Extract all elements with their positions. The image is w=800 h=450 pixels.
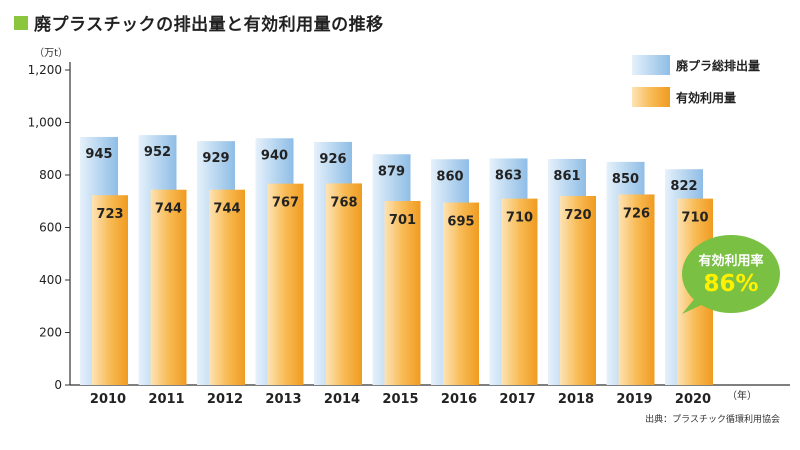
chart-title: 廃プラスチックの排出量と有効利用量の推移 [34, 15, 384, 35]
x-tick-label-2012: 2012 [207, 392, 243, 407]
x-tick-label-2020: 2020 [675, 392, 711, 407]
y-tick-label: 0 [54, 378, 62, 392]
bar-used-2018 [560, 196, 596, 385]
x-tick-label-2019: 2019 [616, 392, 652, 407]
label-total-2016: 860 [436, 169, 463, 184]
x-tick-label-2016: 2016 [441, 392, 477, 407]
label-used-2017: 710 [506, 211, 533, 226]
y-tick-label: 600 [39, 221, 62, 235]
label-used-2016: 695 [447, 215, 474, 230]
x-tick-label-2010: 2010 [90, 392, 126, 407]
label-total-2019: 850 [612, 172, 639, 187]
label-total-2018: 861 [553, 169, 580, 184]
legend-swatch-1 [632, 87, 670, 107]
bubble-circle-shape [682, 235, 780, 313]
y-tick-label: 1,000 [28, 116, 62, 130]
bar-used-2014 [326, 183, 362, 385]
y-tick-label: 1,200 [28, 63, 62, 77]
label-used-2020: 710 [681, 211, 708, 226]
bar-used-2016 [443, 202, 479, 385]
legend-label-0: 廃プラ総排出量 [676, 58, 760, 73]
y-tick-label: 800 [39, 168, 62, 182]
y-tick-label: 200 [39, 326, 62, 340]
bar-used-2017 [501, 198, 538, 385]
label-used-2015: 701 [389, 213, 416, 228]
label-total-2020: 822 [670, 179, 697, 194]
label-total-2011: 952 [144, 145, 171, 160]
label-used-2018: 720 [564, 208, 591, 223]
y-axis-unit: （万t） [34, 47, 68, 59]
label-total-2015: 879 [378, 164, 405, 179]
label-used-2012: 744 [213, 202, 240, 217]
label-total-2013: 940 [261, 148, 288, 163]
y-tick-label: 400 [39, 273, 62, 287]
label-total-2010: 945 [85, 147, 112, 162]
bar-used-2011 [150, 189, 187, 385]
label-total-2014: 926 [319, 152, 346, 167]
legend-swatch-0 [632, 55, 670, 75]
effective-use-rate-bubble: 有効利用率 86% [682, 236, 780, 314]
label-used-2010: 723 [96, 207, 123, 222]
label-used-2011: 744 [155, 202, 182, 217]
bar-used-2010 [92, 195, 128, 385]
bar-used-2019 [618, 194, 655, 385]
x-tick-label-2017: 2017 [499, 392, 535, 407]
bubble-label: 有効利用率 [698, 254, 764, 269]
source-note: 出典：プラスチック循環利用協会 [645, 415, 780, 425]
x-tick-label-2011: 2011 [148, 392, 184, 407]
label-used-2013: 767 [272, 196, 299, 211]
legend-label-1: 有効利用量 [676, 90, 736, 105]
label-used-2019: 726 [623, 206, 650, 221]
bar-used-2015 [384, 200, 421, 385]
x-tick-label-2014: 2014 [324, 392, 360, 407]
title-block: 廃プラスチックの排出量と有効利用量の推移 [14, 10, 384, 35]
x-tick-label-2015: 2015 [382, 392, 418, 407]
bubble-value: 86% [703, 271, 759, 297]
x-axis-unit: （年） [727, 389, 757, 402]
label-total-2012: 929 [202, 151, 229, 166]
label-used-2014: 768 [330, 195, 357, 210]
x-tick-label-2013: 2013 [265, 392, 301, 407]
label-total-2017: 863 [495, 168, 522, 183]
bar-used-2012 [209, 189, 245, 385]
bar-used-2013 [267, 183, 304, 385]
x-tick-label-2018: 2018 [558, 392, 594, 407]
title-square-icon [14, 15, 28, 30]
